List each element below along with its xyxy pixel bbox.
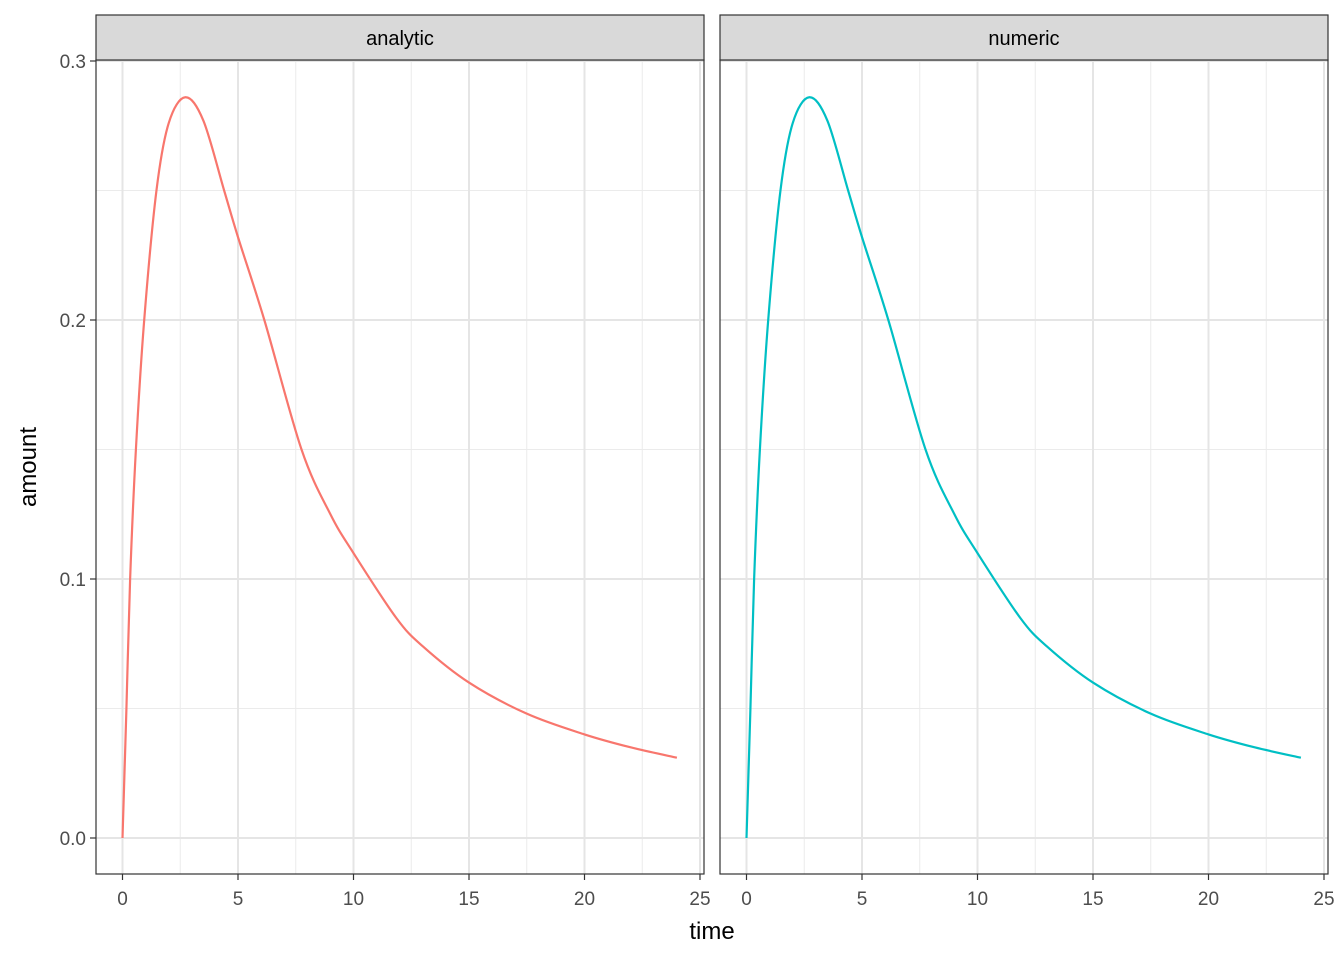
panel-analytic: analytic 0 5 10 15 20 25 — [95, 14, 711, 910]
panel-numeric: numeric 0 5 10 15 20 25 — [719, 14, 1335, 910]
x-tick-label: 15 — [1082, 889, 1103, 910]
y-tick-label: 0.0 — [60, 829, 86, 850]
facet-strip-label: analytic — [366, 28, 434, 50]
x-tick-label: 25 — [1313, 889, 1334, 910]
facet-strip-label: numeric — [988, 28, 1059, 50]
y-axis-label: amount — [15, 427, 42, 507]
x-axis-label: time — [689, 918, 734, 945]
x-tick-label: 0 — [117, 889, 128, 910]
x-tick-label: 10 — [343, 889, 364, 910]
y-tick-label: 0.1 — [60, 570, 86, 591]
x-tick-label: 5 — [857, 889, 868, 910]
y-tick-label: 0.2 — [60, 311, 86, 332]
facet-strip — [719, 14, 1329, 61]
panel-background — [720, 60, 1328, 874]
x-tick-label: 5 — [233, 889, 244, 910]
y-tick-label: 0.3 — [60, 52, 86, 73]
facet-strip — [95, 14, 705, 61]
series-line-numeric — [745, 96, 1302, 839]
x-tick-label: 25 — [689, 889, 710, 910]
x-tick-label: 15 — [458, 889, 479, 910]
x-tick-label: 20 — [1198, 889, 1219, 910]
series-line-analytic — [121, 96, 678, 839]
panel-background — [96, 60, 704, 874]
x-tick-label: 0 — [741, 889, 752, 910]
x-tick-label: 20 — [574, 889, 595, 910]
x-tick-label: 10 — [967, 889, 988, 910]
